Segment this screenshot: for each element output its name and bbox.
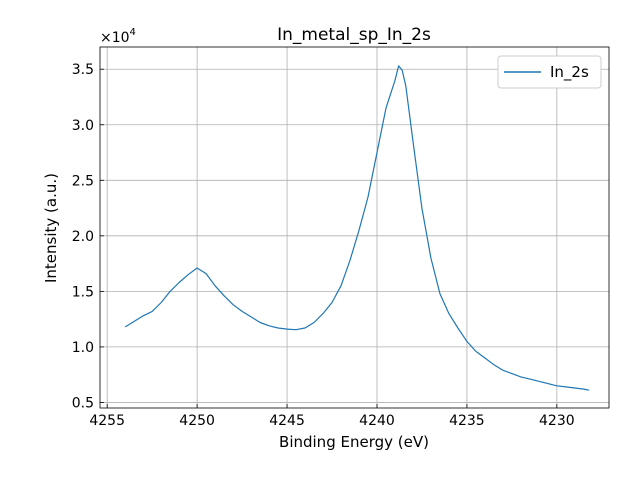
ticks-layer: 4255 4250 4245 4240 4235 4230 0.5 1.0 1.5 2.0 2.5 3… bbox=[72, 62, 575, 429]
x-tick-label: 4245 bbox=[269, 413, 305, 429]
y-tick-label: 2.0 bbox=[72, 229, 94, 245]
y-scale-multiplier: ×104 bbox=[100, 27, 136, 46]
chart-title: In_metal_sp_In_2s bbox=[277, 25, 431, 45]
y-scale-exponent: 4 bbox=[130, 27, 136, 38]
y-axis-label: Intensity (a.u.) bbox=[42, 173, 60, 283]
y-tick-label: 0.5 bbox=[72, 395, 94, 411]
y-tick-label: 1.5 bbox=[72, 284, 94, 300]
x-tick-label: 4250 bbox=[179, 413, 215, 429]
x-tick-label: 4255 bbox=[89, 413, 125, 429]
y-tick-label: 3.5 bbox=[72, 62, 94, 78]
legend-label: In_2s bbox=[550, 63, 589, 82]
x-axis-label: Binding Energy (eV) bbox=[279, 433, 429, 451]
series-line-in-2s bbox=[124, 65, 590, 391]
plot-frame bbox=[99, 46, 610, 409]
y-tick-label: 1.0 bbox=[72, 340, 94, 356]
x-tick-label: 4235 bbox=[449, 413, 485, 429]
y-scale-base: ×10 bbox=[100, 30, 130, 46]
y-tick-label: 2.5 bbox=[72, 173, 94, 189]
plot-background bbox=[100, 47, 609, 408]
legend-box bbox=[497, 55, 602, 89]
legend: In_2s bbox=[497, 55, 602, 89]
x-tick-label: 4240 bbox=[359, 413, 395, 429]
y-tick-label: 3.0 bbox=[72, 118, 94, 134]
x-tick-label: 4230 bbox=[539, 413, 575, 429]
